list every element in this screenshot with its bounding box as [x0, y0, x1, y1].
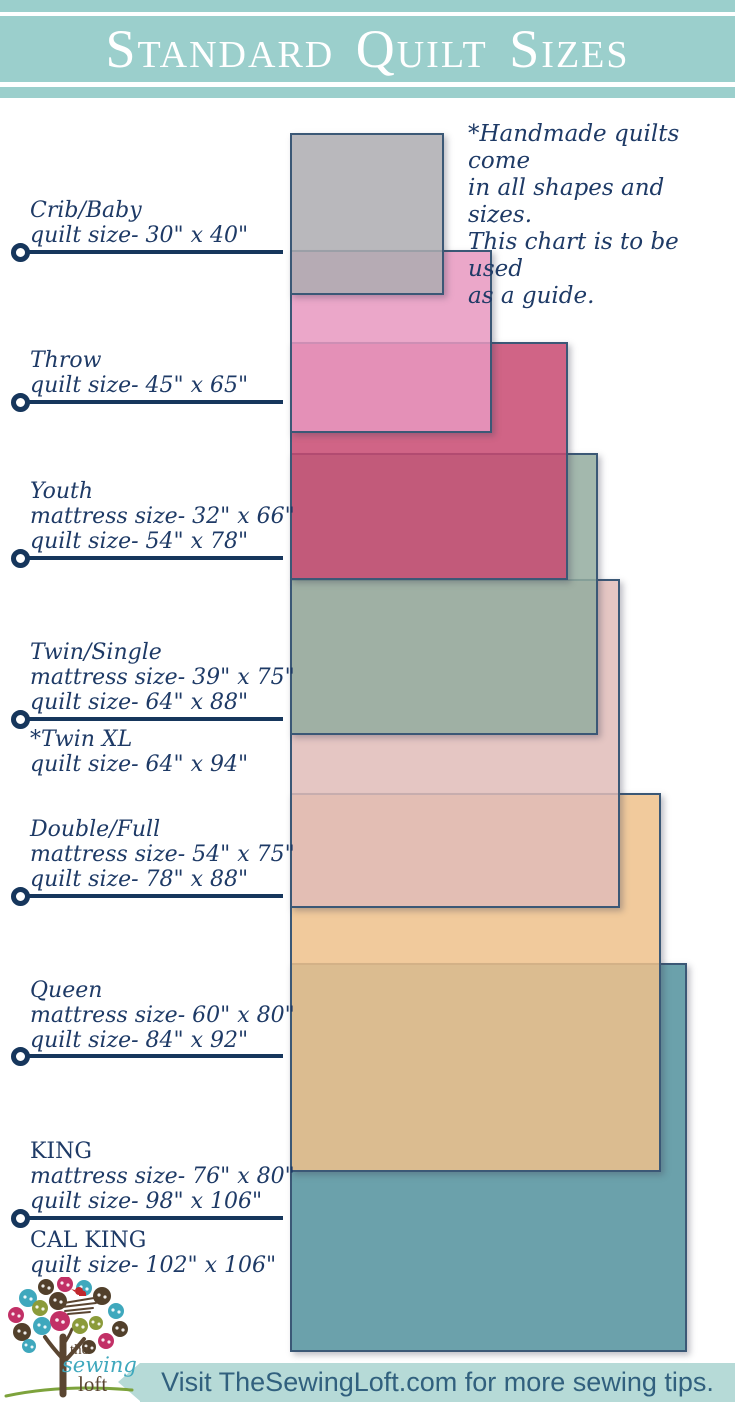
- connector-ring-icon: [11, 1047, 30, 1066]
- logo-word-sewing: sewing: [62, 1353, 137, 1377]
- size-name: CAL KING: [30, 1228, 147, 1253]
- header-bottom-stripe: [0, 87, 735, 98]
- handmade-note: *Handmade quilts come in all shapes and …: [468, 121, 680, 309]
- footer-banner: Visit TheSewingLoft.com for more sewing …: [140, 1363, 735, 1402]
- connector-line-twin: [20, 717, 283, 721]
- connector-ring-icon: [11, 549, 30, 568]
- label-throw: Throw quilt size- 45" x 65": [30, 348, 300, 398]
- connector-line-double: [20, 894, 283, 898]
- size-name: Double/Full: [30, 817, 161, 842]
- logo-tree-trunk: [43, 1327, 86, 1398]
- connector-line-king: [20, 1216, 283, 1220]
- size-details: quilt size- 30" x 40": [30, 223, 249, 248]
- label-twin-xl: *Twin XL quilt size- 64" x 94": [30, 727, 300, 777]
- size-name: Throw: [30, 348, 102, 373]
- header-band: Standard Quilt Sizes: [0, 16, 735, 82]
- size-name: *Twin XL: [30, 727, 133, 752]
- size-name: Youth: [30, 479, 94, 504]
- logo-bird-nest: [61, 1287, 97, 1315]
- label-twin-single: Twin/Single mattress size- 39" x 75" qui…: [30, 640, 300, 715]
- size-name: Twin/Single: [30, 640, 162, 665]
- connector-line-throw: [20, 400, 283, 404]
- size-details: mattress size- 60" x 80" quilt size- 84"…: [30, 1003, 295, 1053]
- label-double-full: Double/Full mattress size- 54" x 75" qui…: [30, 817, 300, 892]
- size-details: mattress size- 39" x 75" quilt size- 64"…: [30, 665, 295, 715]
- logo-word-the: the: [70, 1342, 89, 1358]
- footer-banner-arrow-icon: [118, 1363, 140, 1401]
- label-king: KING mattress size- 76" x 80" quilt size…: [30, 1139, 300, 1214]
- connector-ring-icon: [11, 1209, 30, 1228]
- page-title: Standard Quilt Sizes: [105, 19, 630, 79]
- label-crib-baby: Crib/Baby quilt size- 30" x 40": [30, 198, 300, 248]
- size-details: quilt size- 45" x 65": [30, 373, 249, 398]
- connector-line-queen: [20, 1054, 283, 1058]
- label-queen: Queen mattress size- 60" x 80" quilt siz…: [30, 978, 300, 1053]
- size-details: quilt size- 64" x 94": [30, 752, 249, 777]
- connector-line-youth: [20, 556, 283, 560]
- connector-line-crib: [20, 250, 283, 254]
- logo-button-crown: [8, 1277, 128, 1354]
- sewing-loft-logo: the sewing loft: [4, 1277, 137, 1398]
- label-youth: Youth mattress size- 32" x 66" quilt siz…: [30, 479, 300, 554]
- connector-ring-icon: [11, 887, 30, 906]
- size-details: mattress size- 32" x 66" quilt size- 54"…: [30, 504, 295, 554]
- connector-ring-icon: [11, 710, 30, 729]
- label-cal-king: CAL KING quilt size- 102" x 106": [30, 1228, 300, 1278]
- logo-word-loft: loft: [78, 1372, 107, 1396]
- size-details: mattress size- 76" x 80" quilt size- 98"…: [30, 1164, 295, 1214]
- connector-ring-icon: [11, 243, 30, 262]
- header-top-stripe: [0, 0, 735, 12]
- quilt-rect-crib-baby: [290, 133, 444, 295]
- logo-ground: [4, 1386, 134, 1398]
- size-name: Crib/Baby: [30, 198, 142, 223]
- size-name: Queen: [30, 978, 103, 1003]
- connector-ring-icon: [11, 393, 30, 412]
- size-details: quilt size- 102" x 106": [30, 1253, 277, 1278]
- size-details: mattress size- 54" x 75" quilt size- 78"…: [30, 842, 295, 892]
- footer-text: Visit TheSewingLoft.com for more sewing …: [161, 1367, 714, 1397]
- size-name: KING: [30, 1139, 92, 1164]
